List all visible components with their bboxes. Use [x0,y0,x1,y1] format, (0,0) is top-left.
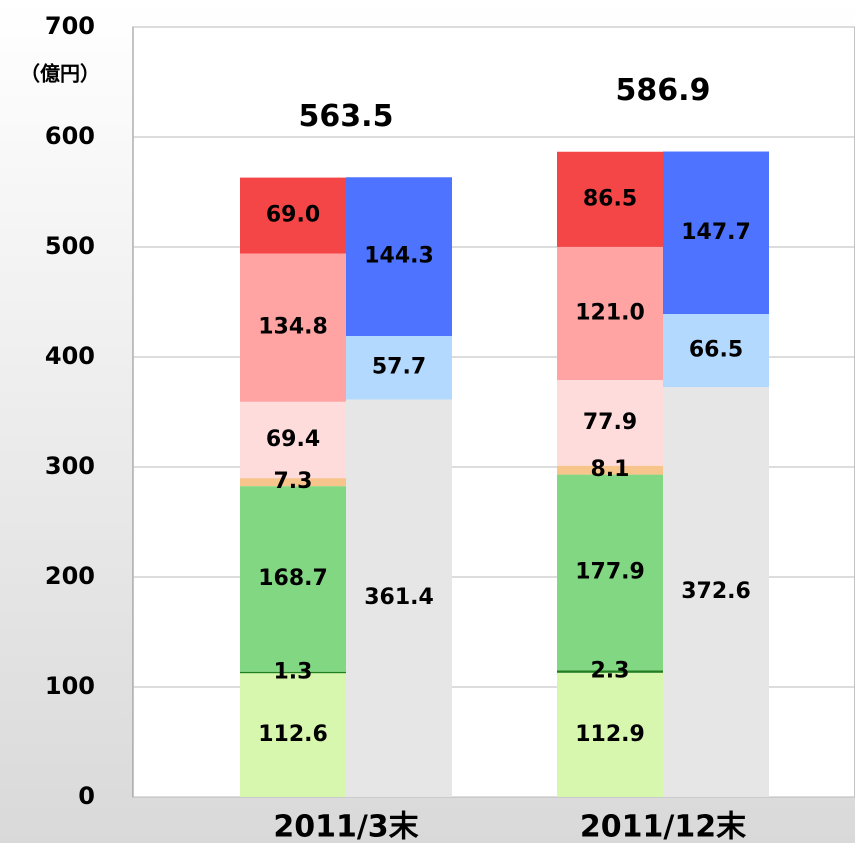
bar-segment [557,672,663,797]
bar-segment [240,486,346,672]
y-unit: （億円） [20,62,100,86]
data-label: 86.5 [583,186,637,211]
y-tick-label: 400 [45,342,95,370]
data-label: 168.7 [258,566,328,591]
data-label: 57.7 [372,355,426,380]
total-label: 563.5 [299,99,394,134]
data-label: 144.3 [364,244,434,269]
x-tick-label: 2011/12末 [580,810,746,844]
data-label: 147.7 [681,220,751,245]
bar-segment [346,399,452,797]
data-label: 69.4 [266,427,320,452]
bar-segment [663,151,769,314]
bar-segment [240,177,346,254]
data-label: 112.6 [258,722,328,747]
y-tick-label: 700 [45,12,95,40]
data-label: 372.6 [681,579,751,604]
bar-segment [557,246,663,380]
data-label: 8.1 [591,457,630,482]
y-tick-label: 0 [78,782,95,810]
bar-segment [557,670,663,673]
y-tick-label: 500 [45,232,95,260]
bar-segment [557,379,663,466]
y-tick-label: 100 [45,672,95,700]
data-label: 2.3 [591,659,630,684]
bar-segment [240,401,346,479]
bar-segment [557,474,663,671]
bar-segment [240,253,346,402]
bar-segment [240,478,346,487]
y-tick-label: 600 [45,122,95,150]
bar-segment [663,387,769,797]
bar-segment [557,465,663,475]
y-tick-label: 300 [45,452,95,480]
total-label: 586.9 [616,73,711,108]
x-tick-label: 2011/3末 [273,810,418,844]
data-label: 112.9 [575,722,645,747]
bar-segment [346,177,452,336]
bar-segment [240,673,346,797]
data-label: 66.5 [689,338,743,363]
bar-segment [663,313,769,388]
bar-segment [240,671,346,674]
data-label: 69.0 [266,203,320,228]
data-label: 134.8 [258,315,328,340]
data-label: 177.9 [575,559,645,584]
y-tick-label: 200 [45,562,95,590]
data-label: 1.3 [274,659,313,684]
bar-segment [346,335,452,400]
bar-segment [557,151,663,247]
data-label: 361.4 [364,585,434,610]
data-label: 121.0 [575,300,645,325]
data-label: 7.3 [274,469,313,494]
data-label: 77.9 [583,410,637,435]
